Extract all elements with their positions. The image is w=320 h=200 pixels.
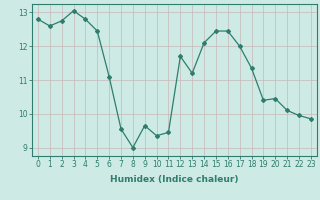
X-axis label: Humidex (Indice chaleur): Humidex (Indice chaleur)	[110, 175, 239, 184]
